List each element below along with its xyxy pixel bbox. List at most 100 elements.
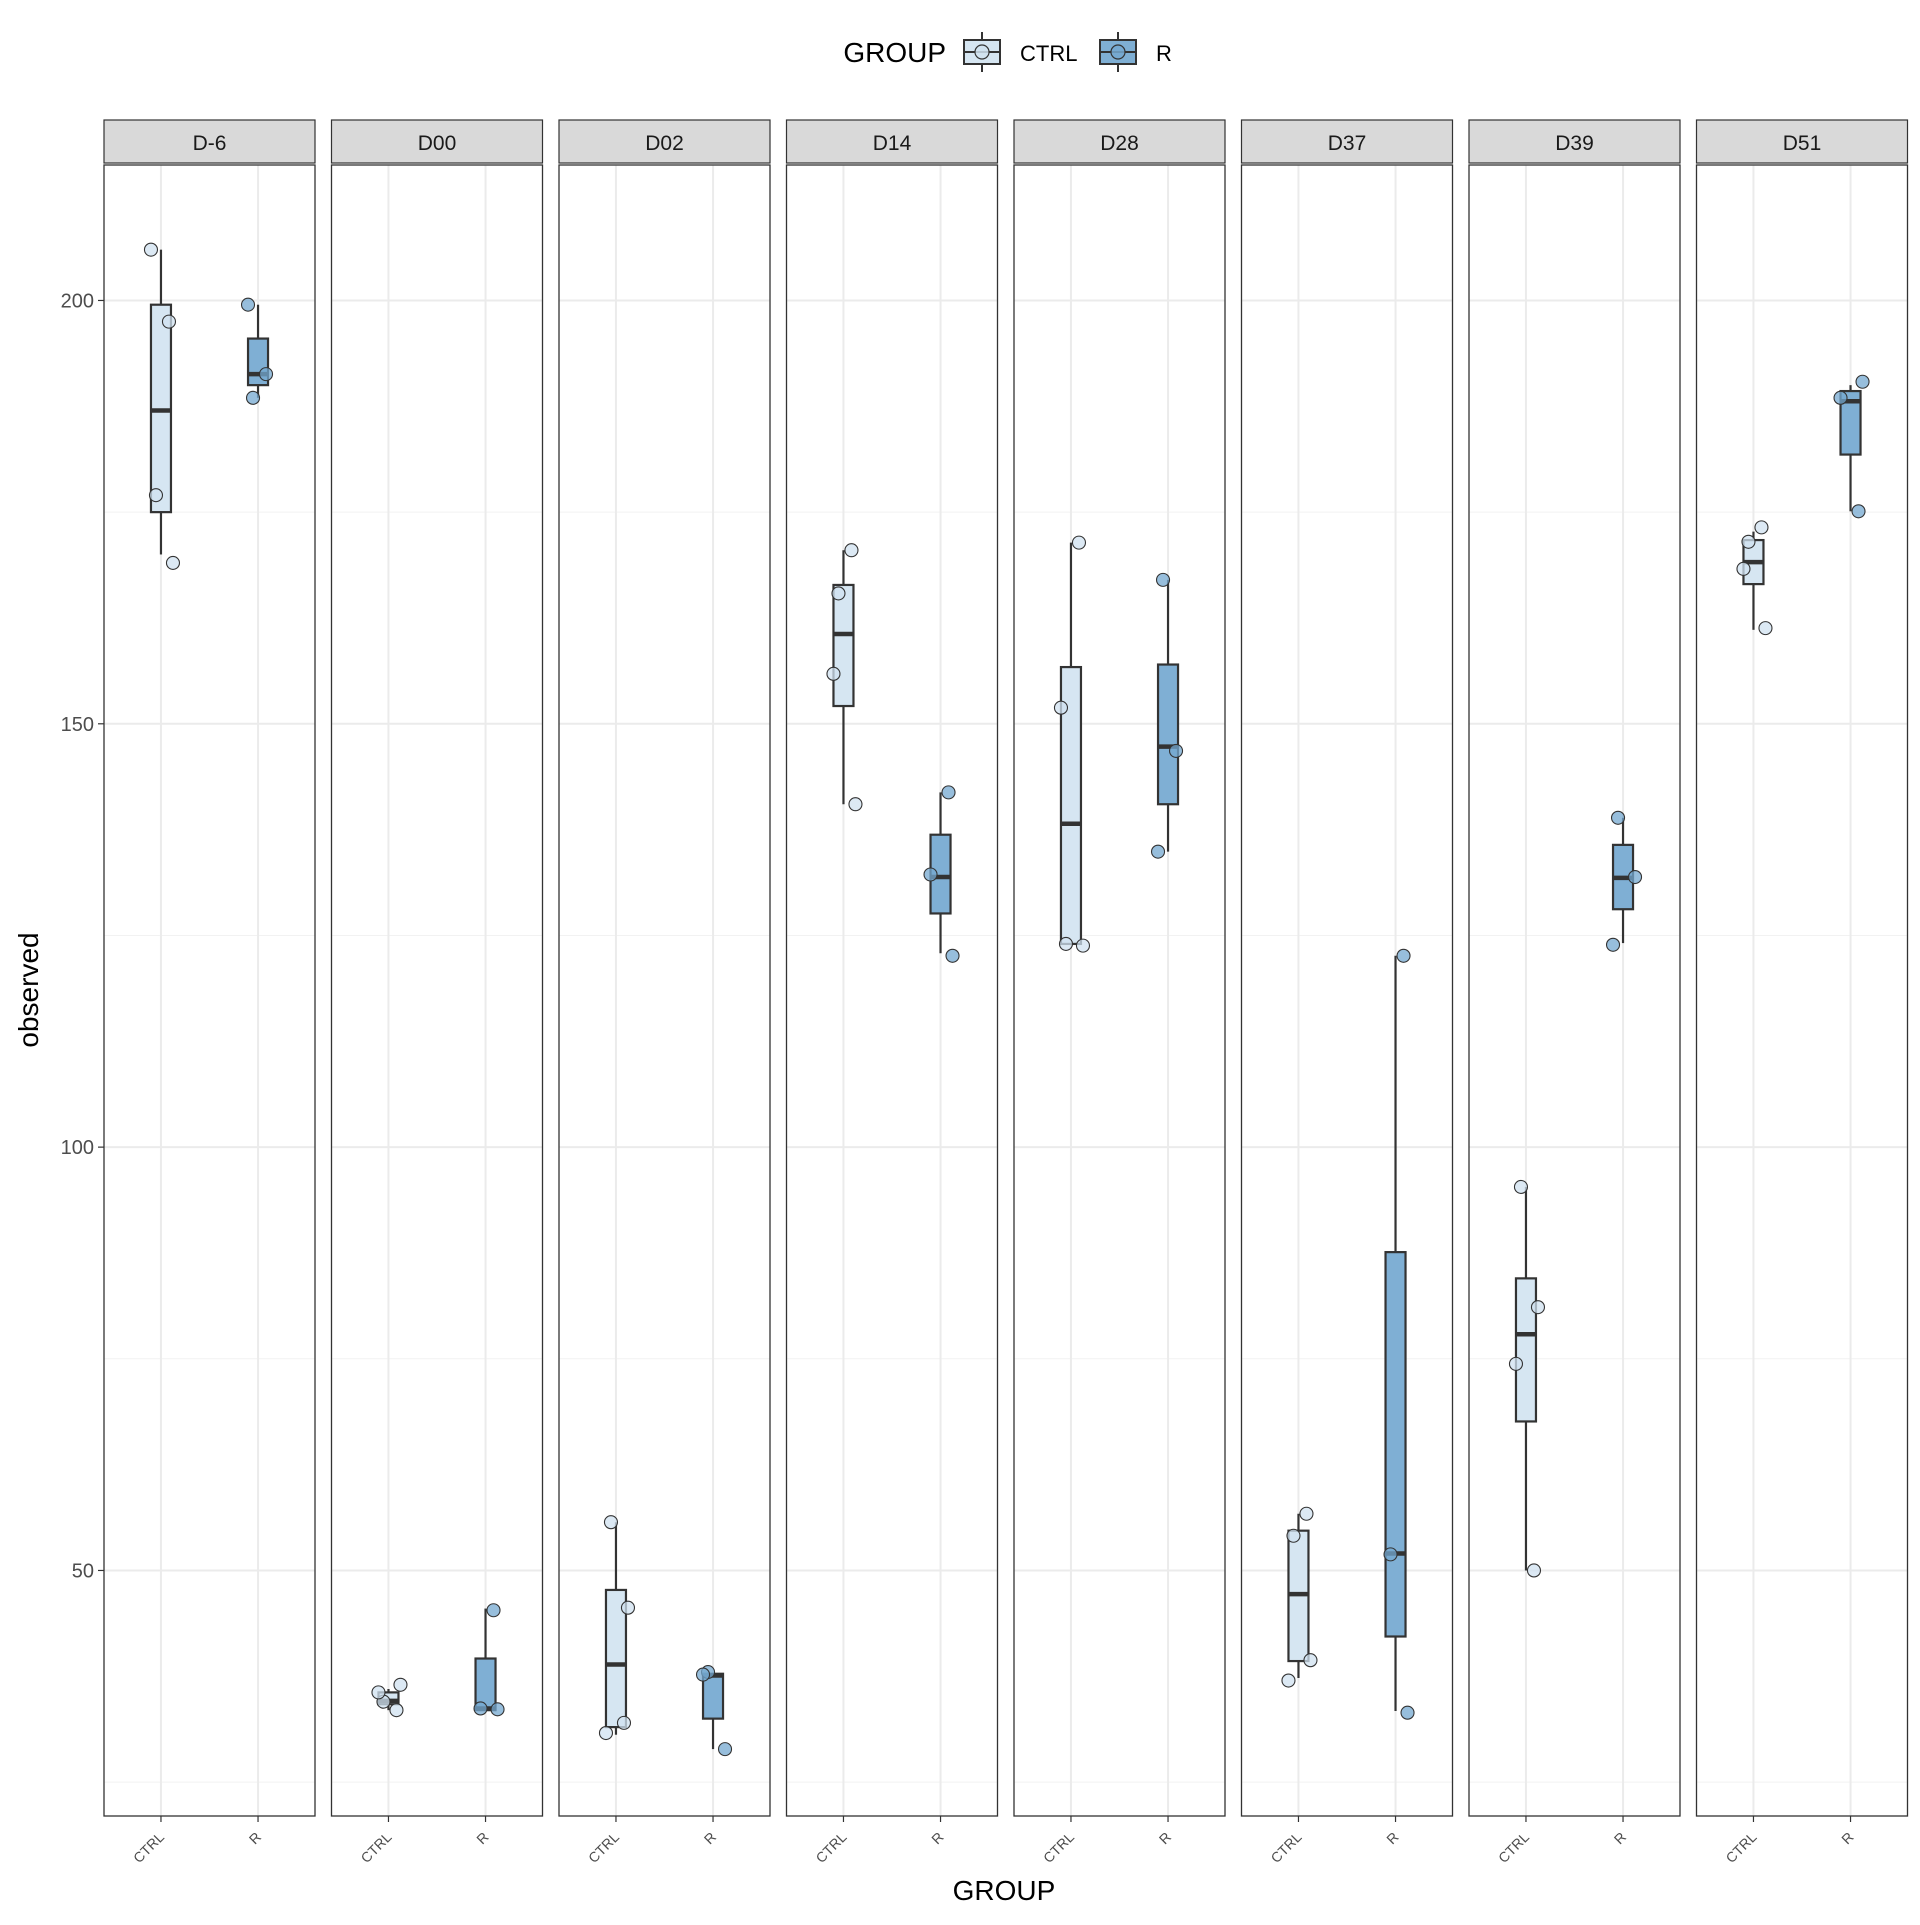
x-tick-label: CTRL <box>1495 1829 1532 1866</box>
panel-border <box>1013 164 1226 1817</box>
box-ctrl <box>371 1677 408 1718</box>
data-point <box>616 1715 632 1730</box>
box-body <box>1839 389 1862 456</box>
x-tick-label: CTRL <box>1267 1829 1304 1866</box>
facet-strip <box>330 119 544 164</box>
data-point <box>695 1667 711 1682</box>
panel-background <box>1014 165 1225 1816</box>
panel-background <box>1241 165 1453 1816</box>
panel-border <box>1240 164 1454 1817</box>
y-axis: 50 100 150 200 <box>61 290 104 1582</box>
data-point <box>1627 869 1643 885</box>
data-point <box>165 555 181 570</box>
facet-panel-d28: D28 CTRL R <box>1013 119 1226 1866</box>
legend-entry-ctrl: CTRL <box>963 32 1077 72</box>
legend-title: GROUP <box>843 37 946 68</box>
facet-strip <box>1468 119 1681 164</box>
y-tick-label: 200 <box>61 290 94 312</box>
data-point <box>143 242 159 257</box>
facet-strip <box>1013 119 1226 164</box>
box-r <box>1605 810 1643 952</box>
data-point <box>717 1742 733 1757</box>
panel-background <box>331 165 543 1816</box>
data-point <box>1155 572 1171 587</box>
facet-panel-d37: D37 CTRL R <box>1240 119 1454 1866</box>
box-ctrl <box>143 242 181 570</box>
data-point <box>831 586 846 601</box>
panel-border <box>558 164 771 1817</box>
data-point <box>371 1685 386 1700</box>
panel-border <box>1468 164 1681 1817</box>
box-r <box>923 785 960 963</box>
facet-strip <box>1695 119 1909 164</box>
box-body <box>1514 1277 1538 1423</box>
facet-panel-d14: D14 CTRL R <box>785 119 999 1866</box>
y-tick-label: 150 <box>61 714 94 736</box>
facet-panel-d02: D02 CTRL R <box>558 119 771 1866</box>
x-tick-label: R <box>473 1829 491 1847</box>
x-tick-label: R <box>701 1829 719 1847</box>
data-point <box>1508 1356 1524 1371</box>
facet-strip-label: D14 <box>873 132 912 155</box>
data-point <box>1383 1547 1398 1562</box>
box-ctrl <box>1281 1506 1318 1688</box>
data-point <box>1526 1563 1542 1578</box>
facet-strip-label: D37 <box>1328 132 1367 155</box>
x-tick-label: CTRL <box>357 1829 394 1866</box>
box-r <box>240 297 274 405</box>
legend-label-ctrl: CTRL <box>1020 41 1077 66</box>
x-tick-label: CTRL <box>585 1829 622 1866</box>
data-point <box>1741 534 1756 549</box>
x-tick-label: CTRL <box>1722 1829 1759 1866</box>
x-tick-label: CTRL <box>1040 1829 1077 1866</box>
y-tick-label: 50 <box>72 1560 94 1582</box>
x-tick-label: R <box>1838 1829 1856 1847</box>
box-body <box>1384 1251 1407 1638</box>
data-point <box>1053 700 1069 715</box>
box-r <box>473 1603 505 1717</box>
legend-label-r: R <box>1156 41 1172 66</box>
box-ctrl <box>598 1515 636 1741</box>
box-ctrl <box>1736 520 1773 636</box>
box-r <box>1150 572 1184 859</box>
data-point <box>1530 1300 1546 1315</box>
facet-strip-label: D39 <box>1555 132 1594 155</box>
facet-panels: D-6 CTRL R D00 CTRL R D02 CTRL R D14 CTRL R D28 CTRL R… <box>103 119 1909 1866</box>
data-point <box>620 1600 636 1615</box>
facet-strip-label: D00 <box>418 132 457 155</box>
data-point <box>945 948 960 963</box>
panel-border <box>785 164 999 1817</box>
x-tick-label: R <box>246 1829 264 1847</box>
facet-panel-d39: D39 CTRL R <box>1468 119 1681 1866</box>
facet-strip-label: D-6 <box>193 132 227 155</box>
data-point <box>1303 1653 1318 1668</box>
data-point <box>1736 561 1751 576</box>
box-ctrl <box>826 543 863 812</box>
box-r <box>1833 374 1870 519</box>
data-point <box>941 785 956 800</box>
legend-keys: CTRL R <box>963 32 1172 72</box>
facet-strip-label: D02 <box>645 132 684 155</box>
data-point <box>1150 844 1166 859</box>
panel-border <box>330 164 544 1817</box>
facet-panel-d-6: D-6 CTRL R <box>103 119 316 1866</box>
panel-background <box>1469 165 1680 1816</box>
box-body <box>1156 663 1180 806</box>
y-axis-title: observed <box>13 932 44 1047</box>
facet-strip-label: D28 <box>1100 132 1139 155</box>
data-point <box>1071 535 1087 550</box>
data-point <box>393 1677 408 1692</box>
data-point <box>490 1702 505 1717</box>
panel-background <box>559 165 770 1816</box>
data-point <box>1605 937 1621 952</box>
data-point <box>1610 810 1626 825</box>
facet-strip <box>103 119 316 164</box>
data-point <box>245 390 261 405</box>
data-point <box>148 488 164 503</box>
data-point <box>1286 1528 1301 1543</box>
data-point <box>848 797 863 812</box>
data-point <box>1058 936 1074 951</box>
data-point <box>1513 1179 1529 1194</box>
x-tick-label: R <box>1383 1829 1401 1847</box>
